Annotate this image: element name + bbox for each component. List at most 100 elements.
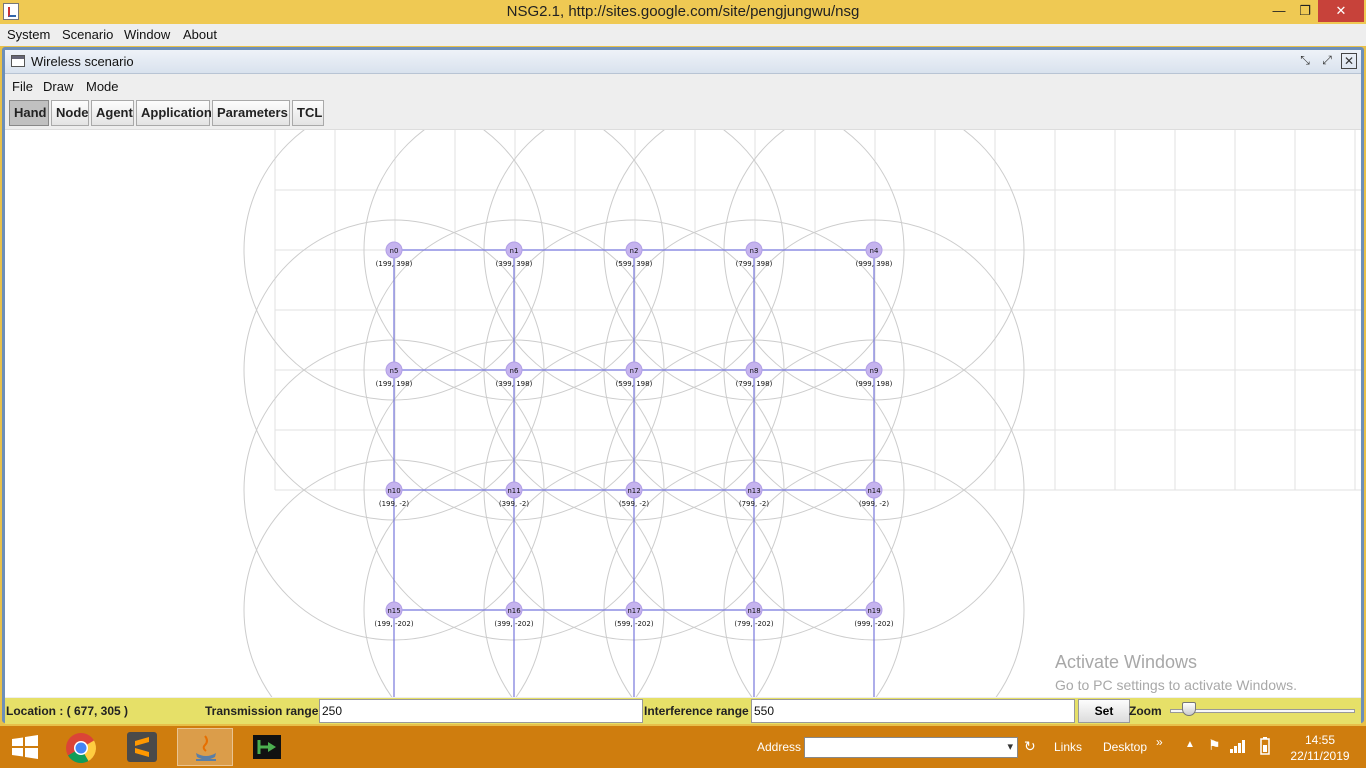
frame-title: Wireless scenario — [31, 54, 134, 69]
links-toolbar[interactable]: Links — [1054, 740, 1082, 754]
java-icon — [178, 729, 234, 767]
node-label: n3 — [750, 247, 759, 255]
restore-button[interactable]: ❐ — [1292, 0, 1318, 22]
node-label: n12 — [627, 487, 640, 495]
node-label: n19 — [867, 607, 880, 615]
app-title: NSG2.1, http://sites.google.com/site/pen… — [0, 3, 1366, 20]
node-label: n18 — [747, 607, 760, 615]
windows-logo-icon — [0, 728, 56, 766]
node-coordinate: (799, -202) — [734, 620, 773, 628]
node-label: n17 — [627, 607, 640, 615]
sublime-icon — [114, 728, 170, 766]
tray-expand-icon[interactable]: ▲ — [1185, 739, 1195, 750]
minimize-button[interactable]: — — [1266, 0, 1292, 22]
menu-window[interactable]: Window — [124, 27, 170, 42]
java-taskbar-button[interactable] — [177, 728, 233, 766]
terminal-icon — [238, 728, 294, 766]
node-coordinate: (199, 398) — [376, 260, 413, 268]
watermark-subtitle: Go to PC settings to activate Windows. — [1055, 677, 1297, 693]
transmission-range-input[interactable]: 250 — [319, 699, 643, 723]
node-label: n9 — [870, 367, 879, 375]
frame-close-icon[interactable]: ✕ — [1341, 53, 1357, 69]
node-coordinate: (399, -202) — [494, 620, 533, 628]
start-button[interactable] — [0, 728, 56, 766]
node-label: n5 — [390, 367, 399, 375]
tool-application-button[interactable]: Application — [136, 100, 210, 126]
topology-svg[interactable]: n0 (199, 398) n1 (399, 398) n2 (599, 398) n3 (7… — [5, 130, 1361, 697]
node-coordinate: (999, -202) — [854, 620, 893, 628]
toolbar: Hand Node Agent Application Parameters T… — [5, 98, 1361, 128]
node-coordinate: (199, -2) — [379, 500, 410, 508]
node-coordinate: (999, 198) — [856, 380, 893, 388]
menu-scenario[interactable]: Scenario — [62, 27, 113, 42]
zoom-slider-track[interactable] — [1170, 709, 1355, 713]
action-center-flag-icon[interactable]: ⚑ — [1208, 737, 1221, 754]
node-coordinate: (599, 398) — [616, 260, 653, 268]
interference-range-input[interactable]: 550 — [751, 699, 1075, 723]
node-coordinate: (599, -202) — [614, 620, 653, 628]
menu-file[interactable]: File — [12, 79, 33, 94]
chrome-taskbar-button[interactable] — [54, 728, 110, 766]
location-readout: Location : ( 677, 305 ) — [6, 704, 128, 718]
node-label: n13 — [747, 487, 760, 495]
tool-agent-button[interactable]: Agent — [91, 100, 134, 126]
node-label: n11 — [507, 487, 520, 495]
node-coordinate: (999, 398) — [856, 260, 893, 268]
terminal-taskbar-button[interactable] — [238, 728, 294, 766]
tool-parameters-button[interactable]: Parameters — [212, 100, 290, 126]
toolbar-chevron-icon[interactable]: » — [1156, 735, 1163, 749]
frame-window-icon — [11, 55, 25, 67]
sublime-taskbar-button[interactable] — [114, 728, 170, 766]
frame-maximize-icon[interactable]: ⤢ — [1319, 53, 1335, 69]
chrome-icon — [54, 728, 110, 766]
address-dropdown-icon[interactable]: ▾ — [1007, 740, 1013, 753]
zoom-slider-thumb[interactable] — [1182, 702, 1196, 716]
system-clock[interactable]: 14:55 22/11/2019 — [1280, 732, 1360, 764]
node-label: n6 — [510, 367, 519, 375]
node-label: n16 — [507, 607, 521, 615]
network-signal-icon[interactable] — [1229, 738, 1247, 754]
node-label: n1 — [510, 247, 519, 255]
menu-system[interactable]: System — [7, 27, 50, 42]
node-coordinate: (799, -2) — [739, 500, 770, 508]
battery-icon[interactable] — [1259, 737, 1271, 755]
frame-iconify-icon[interactable]: ⤡ — [1297, 53, 1313, 69]
clock-date: 22/11/2019 — [1280, 748, 1360, 764]
set-button[interactable]: Set — [1078, 699, 1130, 723]
status-bar: Location : ( 677, 305 ) Transmission ran… — [5, 698, 1361, 724]
tool-hand-button[interactable]: Hand — [9, 100, 49, 126]
node-coordinate: (199, -202) — [374, 620, 413, 628]
node-label: n10 — [387, 487, 400, 495]
zoom-label: Zoom — [1129, 704, 1162, 718]
node-coordinate: (799, 198) — [736, 380, 773, 388]
node-coordinate: (999, -2) — [859, 500, 890, 508]
tool-node-button[interactable]: Node — [51, 100, 89, 126]
address-input[interactable]: ▾ — [804, 737, 1018, 758]
windows-taskbar: Address ▾ ↻ Links Desktop » ▲ ⚑ 14:55 22… — [0, 726, 1366, 768]
activate-windows-watermark: Activate Windows Go to PC settings to ac… — [1055, 652, 1297, 693]
menu-mode[interactable]: Mode — [86, 79, 119, 94]
menu-draw[interactable]: Draw — [43, 79, 73, 94]
clock-time: 14:55 — [1280, 732, 1360, 748]
refresh-icon[interactable]: ↻ — [1024, 738, 1036, 755]
frame-menu-bar: File Draw Mode — [5, 75, 1361, 97]
menu-about[interactable]: About — [183, 27, 217, 42]
desktop-toolbar[interactable]: Desktop — [1103, 740, 1147, 754]
node-coordinate: (799, 398) — [736, 260, 773, 268]
tool-tcl-button[interactable]: TCL — [292, 100, 324, 126]
node-label: n7 — [630, 367, 639, 375]
node-label: n8 — [750, 367, 759, 375]
node-coordinate: (599, -2) — [619, 500, 650, 508]
node-label: n0 — [390, 247, 399, 255]
watermark-title: Activate Windows — [1055, 652, 1297, 673]
frame-title-bar: Wireless scenario ⤡ ⤢ ✕ — [5, 50, 1361, 74]
node-coordinate: (199, 198) — [376, 380, 413, 388]
close-button[interactable]: ✕ — [1318, 0, 1364, 22]
node-label: n15 — [387, 607, 400, 615]
main-menu-bar: System Scenario Window About — [0, 24, 1366, 46]
node-coordinate: (399, -2) — [499, 500, 530, 508]
interference-range-label: Interference range — [644, 704, 749, 718]
node-coordinate: (599, 198) — [616, 380, 653, 388]
scenario-canvas[interactable]: n0 (199, 398) n1 (399, 398) n2 (599, 398) n3 (7… — [5, 129, 1361, 697]
address-label: Address — [757, 740, 801, 754]
